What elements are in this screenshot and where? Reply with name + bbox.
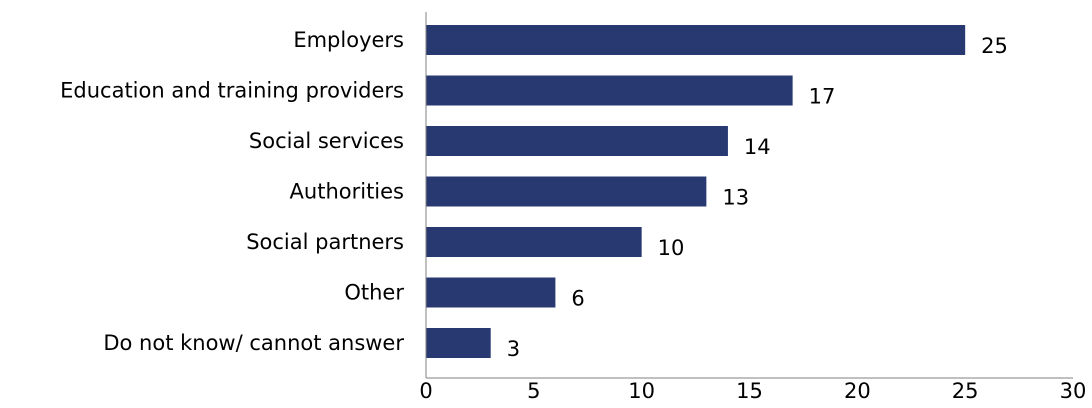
x-tick-label: 20 [844, 379, 871, 403]
bar [426, 328, 491, 358]
data-label: 6 [571, 287, 584, 311]
category-labels: Employers Education and training provider… [60, 28, 404, 355]
category-label: Do not know/ cannot answer [103, 331, 404, 355]
bar [426, 25, 966, 55]
data-label: 3 [507, 337, 520, 361]
bars-group [426, 25, 966, 358]
bar [426, 176, 707, 207]
x-tick-labels: 0 5 10 15 20 25 30 [419, 379, 1086, 403]
category-label: Social partners [246, 230, 404, 254]
x-tick-label: 25 [952, 379, 979, 403]
data-label: 14 [744, 135, 771, 159]
bar [426, 227, 642, 257]
category-label: Employers [293, 28, 404, 52]
bar [426, 277, 556, 308]
data-label: 17 [809, 85, 836, 109]
axes [425, 12, 1073, 379]
category-label: Social services [249, 129, 404, 153]
x-tick-label: 15 [736, 379, 763, 403]
bar [426, 126, 728, 156]
bar [426, 75, 793, 106]
x-tick-label: 10 [628, 379, 655, 403]
category-label: Authorities [290, 180, 404, 204]
x-tick-label: 30 [1060, 379, 1087, 403]
data-label: 10 [658, 236, 685, 260]
x-tick-label: 0 [419, 379, 432, 403]
category-label: Education and training providers [60, 79, 404, 103]
value-labels: 25 17 14 13 10 6 3 [507, 34, 1008, 361]
x-tick-label: 5 [527, 379, 540, 403]
data-label: 25 [981, 34, 1008, 58]
data-label: 13 [722, 186, 749, 210]
category-label: Other [344, 281, 404, 305]
